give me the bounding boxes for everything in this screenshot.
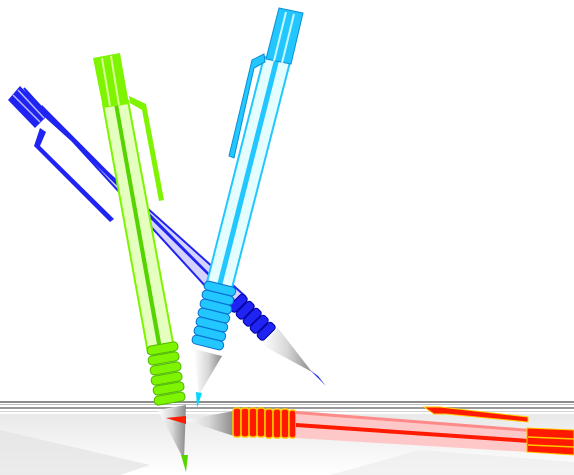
cyan-pen-icon: [191, 7, 304, 408]
green-pen-icon: [93, 53, 188, 472]
red-pen-icon: [166, 406, 574, 456]
